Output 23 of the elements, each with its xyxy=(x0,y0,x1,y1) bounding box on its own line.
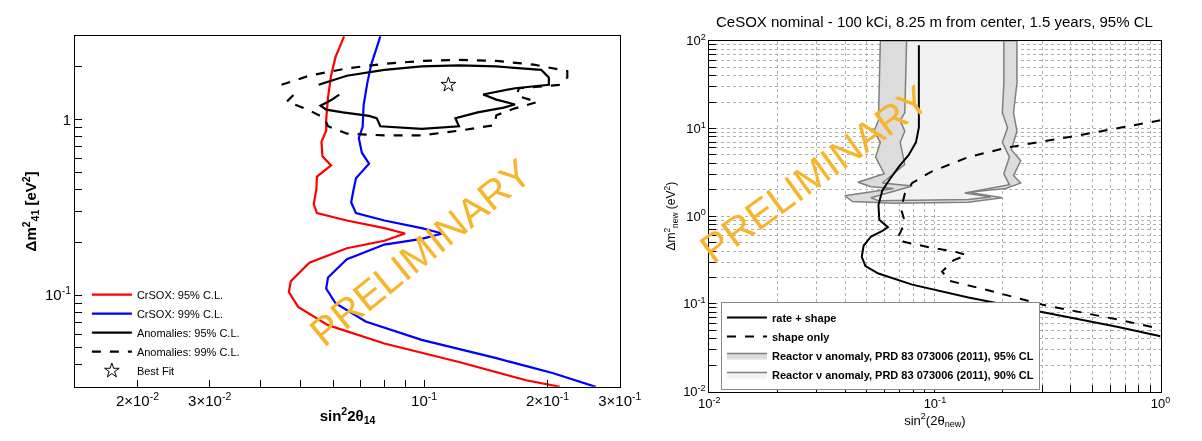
legend-label: rate + shape xyxy=(771,311,837,324)
legend-label: CrSOX: 95% C.L. xyxy=(136,288,224,301)
x-tick-label: 2×10$^{-1}$ xyxy=(526,389,570,409)
x-tick-label: 2×10$^{-2}$ xyxy=(115,389,160,409)
legend-label: Reactor ν anomaly, PRD 83 073006 (2011), 90% CL xyxy=(771,368,1034,381)
legend-label: CrSOX: 99% C.L. xyxy=(136,307,224,320)
legend-label: Best Fit xyxy=(136,364,175,377)
x-tick-label: 10$^{0}$ xyxy=(1150,394,1171,412)
legend-label: Reactor ν anomaly, PRD 83 073006 (2011), 95% CL xyxy=(771,349,1034,362)
legend-label: Anomalies: 99% C.L. xyxy=(136,345,240,358)
x-tick-label: 10$^{-1}$ xyxy=(923,394,947,412)
y-tick-label: 1 xyxy=(62,110,72,128)
legend-label: shape only xyxy=(771,330,831,343)
x-tick-label: 10$^{-1}$ xyxy=(411,389,438,409)
x-axis-title: sin$^{2}$2θ$_{14}$ xyxy=(319,404,376,427)
x-tick-label: 10$^{-2}$ xyxy=(698,394,721,412)
chart-title: CeSOX nominal - 100 kCi, 8.25 m from center, 1.5 years, 95% CL xyxy=(716,13,1153,30)
y-tick-label: 10$^{2}$ xyxy=(686,31,706,49)
x-axis-title: sin$^{2}$(2θ$_{new}$) xyxy=(904,411,966,430)
x-tick-label: 3×10$^{-1}$ xyxy=(598,389,642,409)
legend-label: Anomalies: 95% C.L. xyxy=(136,326,240,339)
y-tick-label: 10$^{-1}$ xyxy=(683,295,706,312)
x-tick-label: 3×10$^{-2}$ xyxy=(188,389,232,409)
